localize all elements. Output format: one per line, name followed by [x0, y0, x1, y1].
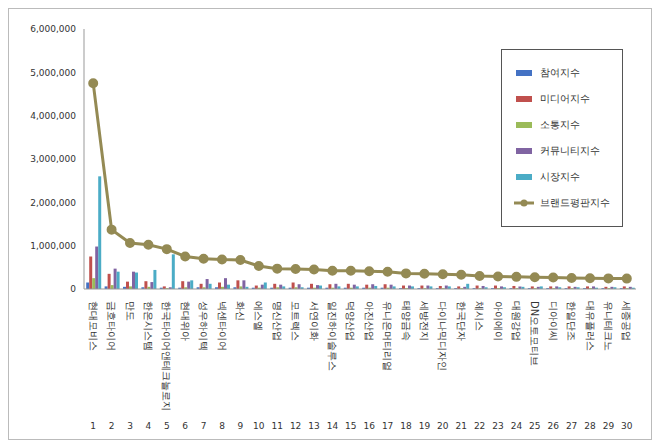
svg-text:대유플러스: 대유플러스 [585, 301, 596, 351]
svg-text:15: 15 [345, 421, 356, 431]
svg-text:유니온머티리얼: 유니온머티리얼 [382, 301, 393, 371]
html-text:소통지수: 소통지수 [540, 119, 580, 130]
svg-text:14: 14 [327, 421, 339, 431]
svg-text:2: 2 [109, 421, 115, 431]
svg-text:한국타이어앤테크놀로지: 한국타이어앤테크놀로지 [161, 301, 172, 411]
svg-text:현대모비스: 현대모비스 [88, 301, 99, 351]
svg-text:만도: 만도 [125, 301, 136, 321]
svg-text:23: 23 [492, 421, 503, 431]
svg-text:성우하이텍: 성우하이텍 [198, 301, 209, 351]
svg-text:18: 18 [400, 421, 412, 431]
svg-text:4: 4 [146, 421, 152, 431]
svg-text:6,000,000: 6,000,000 [30, 24, 76, 34]
svg-text:에스엘: 에스엘 [253, 301, 264, 331]
html-text:브랜드평판지수: 브랜드평판지수 [540, 197, 610, 208]
svg-text:5,000,000: 5,000,000 [30, 68, 76, 78]
svg-text:6: 6 [182, 421, 188, 431]
svg-text:11: 11 [271, 421, 282, 431]
svg-text:25: 25 [529, 421, 540, 431]
svg-text:7: 7 [201, 421, 207, 431]
svg-text:아진산업: 아진산업 [364, 301, 375, 341]
svg-text:9: 9 [238, 421, 244, 431]
svg-text:10: 10 [253, 421, 265, 431]
svg-text:세방전지: 세방전지 [419, 301, 430, 341]
svg-text:넥센타이어: 넥센타이어 [217, 301, 228, 351]
svg-text:체시스: 체시스 [474, 301, 485, 331]
svg-text:5: 5 [164, 421, 170, 431]
svg-text:현대위아: 현대위아 [180, 301, 191, 341]
svg-text:30: 30 [621, 421, 633, 431]
svg-text:명신산업: 명신산업 [272, 301, 283, 341]
svg-text:태양금속: 태양금속 [401, 301, 412, 341]
svg-text:8: 8 [219, 421, 225, 431]
svg-text:28: 28 [584, 421, 596, 431]
svg-text:3: 3 [127, 421, 133, 431]
svg-text:한온시스템: 한온시스템 [143, 301, 154, 351]
svg-text:유니테크노: 유니테크노 [603, 301, 614, 351]
svg-text:1: 1 [90, 421, 96, 431]
svg-text:3,000,000: 3,000,000 [30, 154, 76, 164]
svg-text:17: 17 [382, 421, 393, 431]
svg-text:일진하이솔루스: 일진하이솔루스 [327, 301, 338, 371]
html-text:커뮤니티지수: 커뮤니티지수 [540, 145, 600, 156]
svg-text:덕양산업: 덕양산업 [345, 301, 356, 341]
svg-text:27: 27 [566, 421, 577, 431]
svg-text:1,000,000: 1,000,000 [30, 241, 76, 251]
svg-text:0: 0 [70, 284, 76, 294]
svg-text:16: 16 [363, 421, 375, 431]
svg-text:한일단조: 한일단조 [566, 301, 577, 341]
svg-text:4,000,000: 4,000,000 [30, 111, 76, 121]
svg-text:화신: 화신 [235, 301, 246, 321]
svg-text:24: 24 [511, 421, 523, 431]
svg-text:26: 26 [547, 421, 559, 431]
svg-text:대원강업: 대원강업 [511, 301, 522, 341]
svg-text:서연이화: 서연이화 [309, 301, 320, 341]
svg-text:20: 20 [437, 421, 449, 431]
svg-text:DN오토모티브: DN오토모티브 [529, 301, 540, 366]
svg-text:금호타이어: 금호타이어 [106, 301, 117, 351]
svg-text:아이에이: 아이에이 [493, 301, 504, 341]
svg-text:세종공업: 세종공업 [621, 301, 632, 341]
svg-text:모트렉스: 모트렉스 [290, 301, 301, 341]
svg-text:다이나믹디자인: 다이나믹디자인 [437, 301, 448, 371]
svg-text:13: 13 [308, 421, 319, 431]
svg-text:한국단자: 한국단자 [456, 301, 467, 341]
svg-text:12: 12 [290, 421, 301, 431]
svg-text:22: 22 [474, 421, 485, 431]
html-text:시장지수: 시장지수 [540, 171, 580, 182]
html-text:참여지수: 참여지수 [540, 67, 580, 78]
svg-text:디아이씨: 디아이씨 [548, 301, 559, 341]
svg-text:29: 29 [603, 421, 615, 431]
html-text:미디어지수: 미디어지수 [540, 93, 590, 104]
svg-text:21: 21 [455, 421, 466, 431]
svg-text:19: 19 [419, 421, 431, 431]
svg-text:2,000,000: 2,000,000 [30, 198, 76, 208]
